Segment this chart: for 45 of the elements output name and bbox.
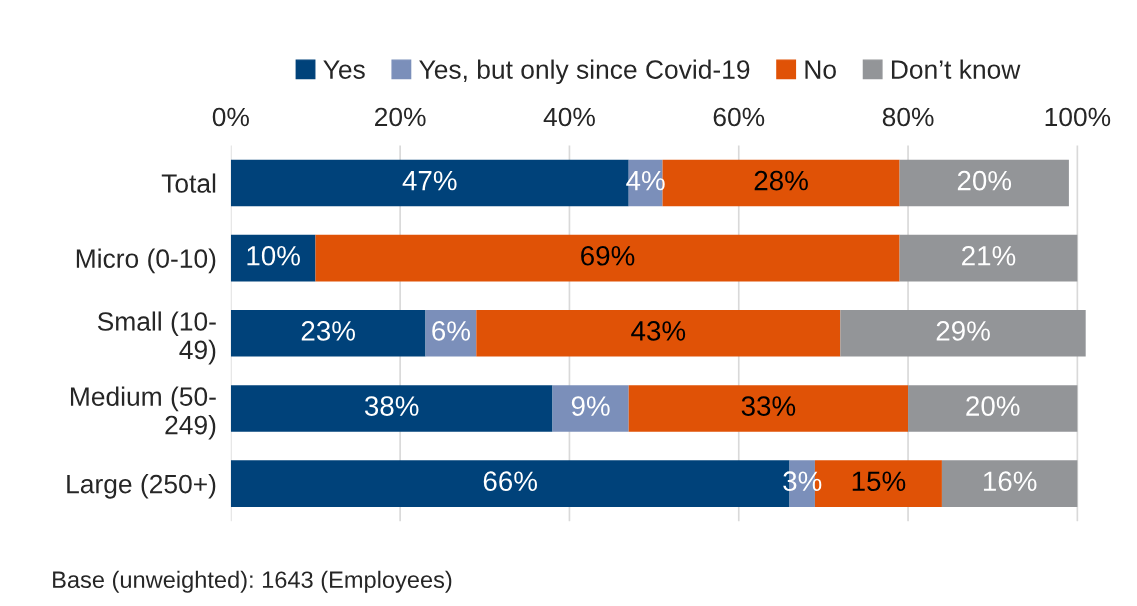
bar <box>230 234 316 282</box>
x-tick-label: 0% <box>212 107 249 127</box>
data-label: 69% <box>581 245 635 266</box>
data-label: 38% <box>364 396 419 416</box>
bar <box>840 310 1086 357</box>
bar <box>908 385 1078 432</box>
data-label: 20% <box>966 396 1020 416</box>
data-label: 15% <box>852 471 906 492</box>
bar <box>315 234 900 282</box>
legend-label: No <box>805 60 836 79</box>
bar <box>899 234 1078 282</box>
x-tick-label: 20% <box>375 107 426 127</box>
y-tick-label: Micro (0-10) <box>76 248 216 274</box>
x-tick-label: 60% <box>713 107 765 127</box>
bar <box>476 310 841 357</box>
bar <box>941 460 1078 507</box>
data-label: 47% <box>402 170 457 191</box>
x-tick-label: 80% <box>882 107 934 127</box>
text: Base (unweighted): 1643 (Employees) <box>53 570 452 593</box>
bar <box>230 385 553 432</box>
data-label: 28% <box>754 170 808 191</box>
y-tick-label: Large (250+) <box>67 474 216 499</box>
y-tick-label: Medium (50- 249) <box>70 386 216 440</box>
data-label: 66% <box>483 471 537 492</box>
bar <box>628 385 909 432</box>
data-label: 20% <box>957 170 1012 191</box>
data-label: 6% <box>432 321 470 341</box>
bar <box>899 159 1069 207</box>
data-label: 29% <box>936 321 990 341</box>
data-label: 10% <box>247 245 300 266</box>
data-label: 23% <box>301 321 355 341</box>
data-label: 21% <box>962 245 1016 266</box>
bar <box>552 385 629 432</box>
data-label: 16% <box>983 471 1037 492</box>
data-label: 33% <box>741 396 796 416</box>
data-label: 43% <box>631 321 686 341</box>
legend-label: Yes, but only since Covid-19 <box>419 59 750 85</box>
y-tick-label: Small (10- 49) <box>97 311 216 365</box>
legend-label: Don’t know <box>891 59 1021 79</box>
x-tick-label: 40% <box>543 107 595 127</box>
data-label: 9% <box>571 396 610 416</box>
legend-label: Yes <box>323 60 365 79</box>
bar <box>230 310 426 357</box>
y-tick-label: Total <box>161 173 216 193</box>
x-tick-label: 100% <box>1045 107 1111 127</box>
